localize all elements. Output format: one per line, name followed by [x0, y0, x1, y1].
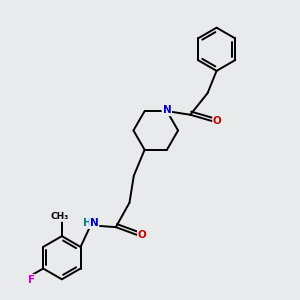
Text: N: N	[163, 105, 171, 115]
Text: CH₃: CH₃	[51, 212, 69, 221]
Text: N: N	[163, 105, 171, 116]
Text: H: H	[83, 218, 92, 228]
Text: N: N	[90, 218, 99, 228]
Text: O: O	[213, 116, 222, 126]
Text: O: O	[138, 230, 146, 240]
Text: F: F	[28, 275, 35, 285]
